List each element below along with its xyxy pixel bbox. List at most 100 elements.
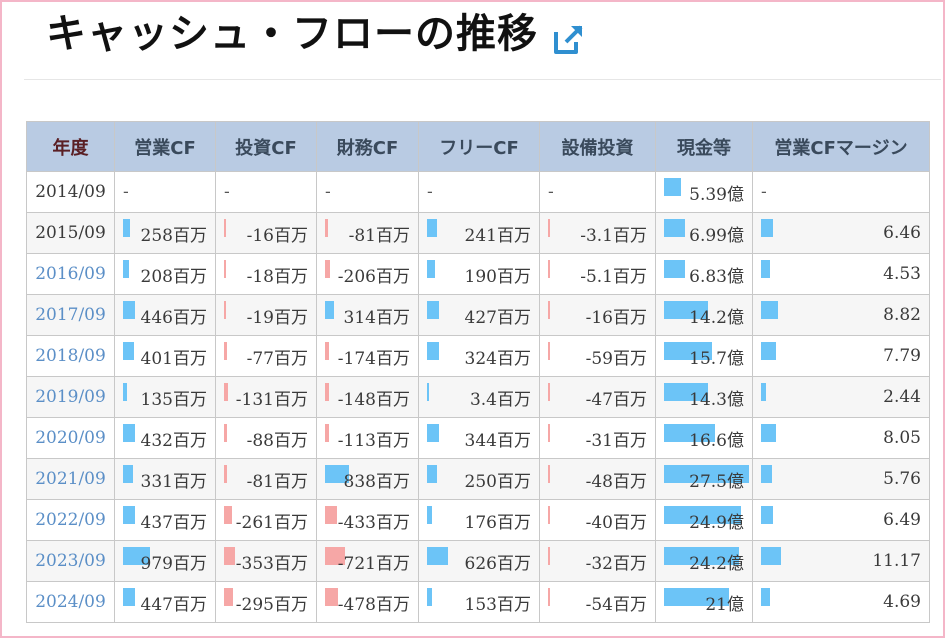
cash-cell: 15.7億 [655,335,753,377]
operating-cf-margin-value: 6.46 [883,223,921,243]
investing-cf-bar [224,219,226,237]
financing-cf-value: -721百万 [337,553,410,574]
free-cf-value: 176百万 [464,512,531,533]
cash-value: 14.3億 [689,389,744,410]
cash-value: 5.39億 [689,184,744,205]
cash-bar [664,547,739,565]
cash-bar [664,301,708,319]
header-investing-cf: 投資CF [215,121,317,172]
investing-cf-bar [224,342,227,360]
free-cf-value: 250百万 [464,471,531,492]
operating-cf-margin-value: 8.05 [883,428,921,448]
free-cf-cell: 344百万 [418,417,540,459]
financing-cf-value: -433百万 [337,512,410,533]
capex-cell: -32百万 [539,540,656,582]
investing-cf-cell: - [215,171,317,213]
investing-cf-value: -131百万 [235,389,308,410]
capex-cell: - [539,171,656,213]
capex-value: -5.1百万 [580,266,647,287]
year-link[interactable]: 2024/09 [26,581,115,623]
investing-cf-bar [224,547,235,565]
table-row: 2020/09 432百万 -88百万 -113百万 344百万 -31百万 16.6億 8.… [26,417,930,459]
cash-value: 24.9億 [689,512,744,533]
financing-cf-cell: -206百万 [316,253,419,295]
operating-cf-margin-bar [761,219,773,237]
investing-cf-cell: -81百万 [215,458,317,500]
cash-cell: 16.6億 [655,417,753,459]
year-link[interactable]: 2019/09 [26,376,115,418]
investing-cf-value: -19百万 [246,307,308,328]
table-row: 2018/09 401百万 -77百万 -174百万 324百万 -59百万 15.7億 7.… [26,335,930,377]
financing-cf-value: - [325,182,331,202]
operating-cf-bar [123,219,130,237]
free-cf-bar [427,383,429,401]
financing-cf-bar [325,506,337,524]
investing-cf-value: -88百万 [246,430,308,451]
cash-cell: 6.99億 [655,212,753,254]
free-cf-bar [427,260,435,278]
cash-cell: 27.5億 [655,458,753,500]
table-row: 2014/09- - - - -5.39億 - [26,171,930,213]
table-row: 2019/09 135百万 -131百万 -148百万 3.4百万 -47百万 14.3億 2… [26,376,930,418]
operating-cf-margin-cell: 2.44 [752,376,930,418]
cash-bar [664,506,741,524]
financing-cf-cell: -433百万 [316,499,419,541]
investing-cf-cell: -16百万 [215,212,317,254]
header-operating-cf: 営業CF [114,121,216,172]
investing-cf-cell: -353百万 [215,540,317,582]
operating-cf-margin-cell: 8.82 [752,294,930,336]
header-financing-cf: 財務CF [316,121,419,172]
operating-cf-margin-value: 5.76 [883,469,921,489]
capex-cell: -5.1百万 [539,253,656,295]
cash-value: 27.5億 [689,471,744,492]
year-link[interactable]: 2017/09 [26,294,115,336]
cash-value: 6.99億 [689,225,744,246]
financing-cf-cell: -148百万 [316,376,419,418]
year-link[interactable]: 2016/09 [26,253,115,295]
investing-cf-value: - [224,182,230,202]
operating-cf-cell: 979百万 [114,540,216,582]
capex-value: -48百万 [585,471,647,492]
cash-bar [664,383,708,401]
financing-cf-bar [325,465,349,483]
operating-cf-margin-bar [761,301,778,319]
year-link[interactable]: 2018/09 [26,335,115,377]
year-link[interactable]: 2023/09 [26,540,115,582]
cash-cell: 14.3億 [655,376,753,418]
year-link[interactable]: 2022/09 [26,499,115,541]
capex-bar [548,465,550,483]
operating-cf-value: 401百万 [140,348,207,369]
free-cf-cell: 241百万 [418,212,540,254]
operating-cf-margin-bar [761,424,776,442]
year-link[interactable]: 2020/09 [26,417,115,459]
table-row: 2017/09 446百万 -19百万 314百万 427百万 -16百万 14.2億 8.8… [26,294,930,336]
financing-cf-bar [325,424,329,442]
operating-cf-cell: 258百万 [114,212,216,254]
header-operating-cf-margin: 営業CFマージン [752,121,930,172]
investing-cf-cell: -77百万 [215,335,317,377]
operating-cf-cell: 135百万 [114,376,216,418]
investing-cf-cell: -18百万 [215,253,317,295]
capex-value: -32百万 [585,553,647,574]
free-cf-value: 3.4百万 [469,389,531,410]
capex-bar [548,219,550,237]
investing-cf-value: -261百万 [235,512,308,533]
operating-cf-margin-bar [761,547,781,565]
table-row: 2016/09 208百万 -18百万 -206百万 190百万 -5.1百万 6.83億 4… [26,253,930,295]
operating-cf-bar [123,506,135,524]
free-cf-cell: 324百万 [418,335,540,377]
financing-cf-value: -81百万 [348,225,410,246]
external-link-icon[interactable] [552,22,586,56]
financing-cf-value: -478百万 [337,594,410,615]
page-title: キャッシュ・フローの推移 [46,11,538,57]
operating-cf-margin-value: 2.44 [883,387,921,407]
free-cf-bar [427,465,437,483]
financing-cf-cell: -113百万 [316,417,419,459]
free-cf-cell: 153百万 [418,581,540,623]
operating-cf-value: 979百万 [140,553,207,574]
free-cf-value: 190百万 [464,266,531,287]
investing-cf-bar [224,260,226,278]
operating-cf-cell: 447百万 [114,581,216,623]
year-link[interactable]: 2021/09 [26,458,115,500]
operating-cf-margin-cell: 6.46 [752,212,930,254]
